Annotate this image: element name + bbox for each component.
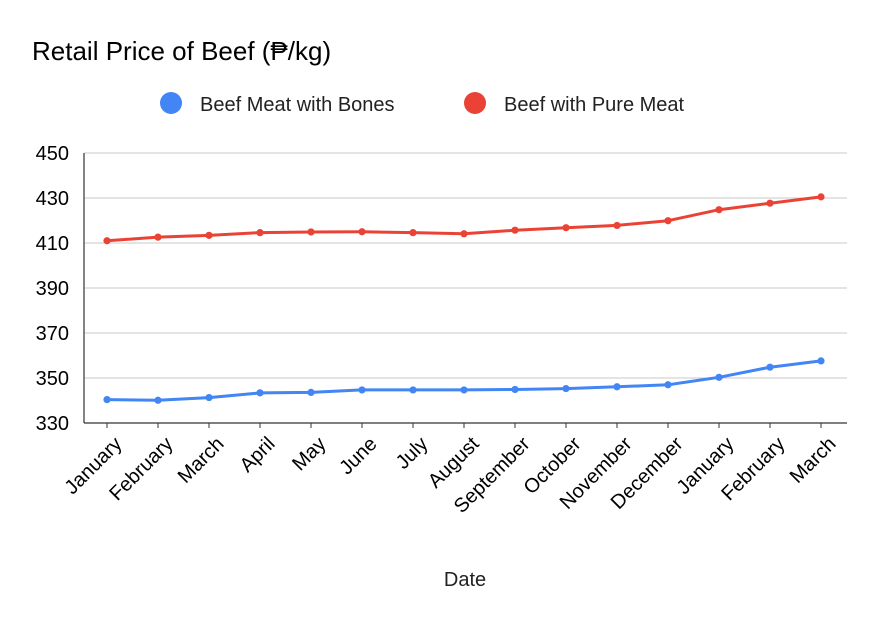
data-point-beef-with-pure-meat: [307, 228, 315, 236]
data-point-beef-with-pure-meat: [409, 229, 417, 237]
x-tick-label: June: [335, 433, 381, 479]
x-tick-label: March: [786, 433, 841, 488]
y-tick-label: 390: [36, 278, 69, 300]
y-tick-label: 430: [36, 188, 69, 210]
data-point-beef-with-pure-meat: [817, 193, 825, 201]
data-point-beef-with-pure-meat: [766, 199, 774, 207]
data-point-beef-meat-with-bones: [358, 386, 366, 394]
y-tick-label: 330: [36, 413, 69, 435]
data-point-beef-meat-with-bones: [409, 386, 417, 394]
data-point-beef-meat-with-bones: [256, 389, 264, 397]
data-point-beef-meat-with-bones: [205, 393, 213, 402]
data-point-beef-with-pure-meat: [358, 228, 366, 236]
data-point-beef-meat-with-bones: [154, 396, 162, 404]
y-axis: 330 350 370 390 410 430 450: [36, 143, 85, 435]
data-point-beef-with-pure-meat: [460, 230, 468, 238]
y-tick-label: 450: [36, 143, 69, 165]
data-point-beef-with-pure-meat: [664, 217, 672, 225]
y-tick-label: 350: [36, 368, 69, 390]
data-point-beef-meat-with-bones: [766, 363, 774, 371]
data-point-beef-with-pure-meat: [562, 224, 570, 232]
x-tick-label: July: [392, 433, 433, 474]
data-point-beef-with-pure-meat: [715, 206, 723, 214]
data-point-beef-meat-with-bones: [511, 385, 519, 394]
x-axis-title: Date: [444, 569, 486, 591]
data-point-beef-meat-with-bones: [460, 386, 468, 394]
data-point-beef-meat-with-bones: [613, 383, 621, 391]
legend-label-beef-meat-with-bones: Beef Meat with Bones: [200, 94, 395, 116]
data-point-beef-with-pure-meat: [613, 221, 621, 230]
data-point-beef-meat-with-bones: [715, 373, 723, 381]
series-lines: [105, 195, 823, 402]
legend: Beef Meat with Bones Beef with Pure Meat: [160, 92, 685, 116]
y-tick-label: 410: [36, 233, 69, 255]
gridlines: [84, 152, 847, 424]
y-tick-label: 370: [36, 323, 69, 345]
data-point-beef-meat-with-bones: [562, 384, 570, 393]
legend-marker-beef-with-pure-meat: [464, 92, 486, 114]
data-point-beef-with-pure-meat: [154, 233, 162, 241]
series-points: [103, 193, 825, 404]
series-line-beef-meat-with-bones: [105, 359, 823, 402]
x-tick-label: March: [174, 433, 229, 488]
data-point-beef-meat-with-bones: [817, 357, 825, 365]
data-point-beef-with-pure-meat: [103, 237, 111, 245]
data-point-beef-with-pure-meat: [205, 231, 213, 239]
data-point-beef-meat-with-bones: [664, 381, 672, 389]
chart-title: Retail Price of Beef (₱/kg): [32, 36, 331, 66]
x-tick-label: April: [236, 433, 280, 477]
x-tick-label: May: [288, 433, 330, 475]
legend-label-beef-with-pure-meat: Beef with Pure Meat: [504, 94, 685, 116]
legend-marker-beef-meat-with-bones: [160, 92, 182, 114]
data-point-beef-meat-with-bones: [307, 388, 315, 396]
data-point-beef-with-pure-meat: [511, 226, 519, 234]
data-point-beef-meat-with-bones: [103, 396, 111, 404]
data-point-beef-with-pure-meat: [256, 229, 264, 237]
